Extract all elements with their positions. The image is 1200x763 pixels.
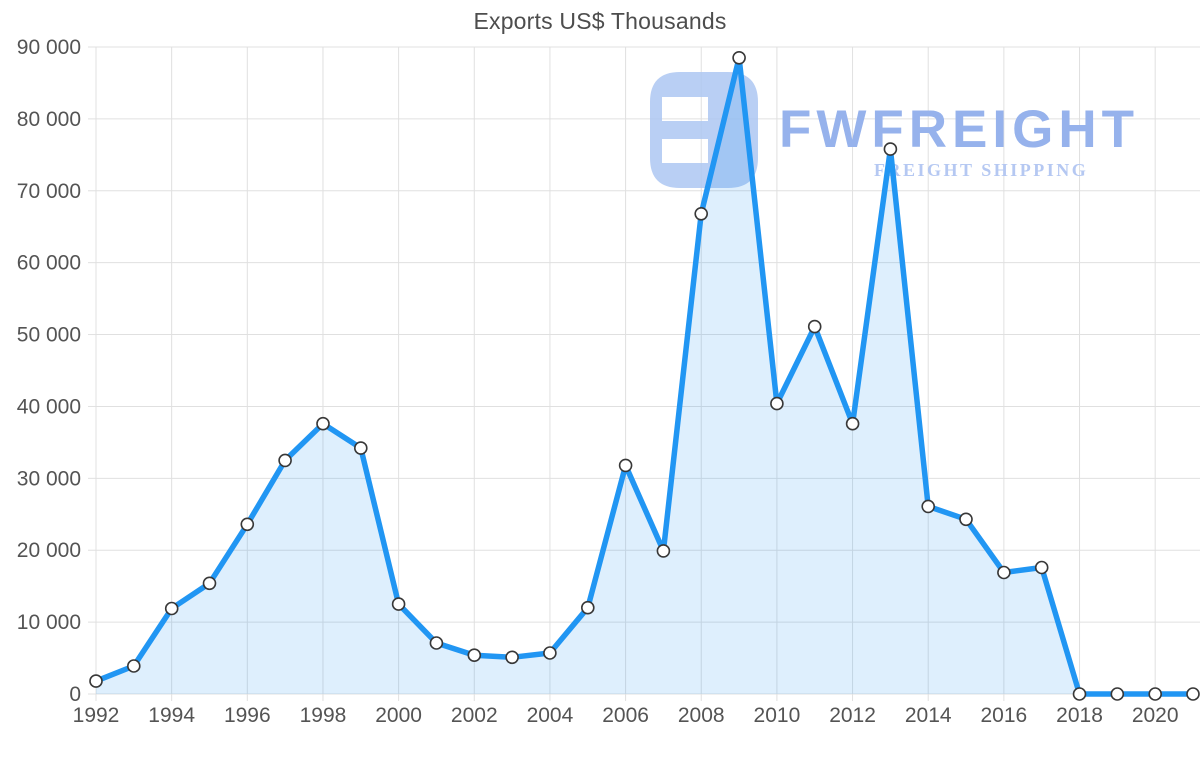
y-tick-label: 0: [69, 683, 81, 706]
x-tick-label: 1996: [224, 704, 271, 727]
chart-title: Exports US$ Thousands: [473, 8, 727, 34]
x-tick-label: 1994: [148, 704, 195, 727]
data-point-marker: [618, 458, 633, 473]
x-tick-label: 2010: [754, 704, 801, 727]
data-point-marker: [278, 453, 292, 468]
data-point-marker: [1034, 560, 1049, 575]
data-point-marker: [959, 512, 973, 527]
data-point-marker: [997, 565, 1011, 580]
y-tick-label: 40 000: [17, 395, 81, 418]
watermark-brand-text: FWFREIGHT: [779, 100, 1139, 159]
data-point-marker: [391, 597, 406, 611]
data-point-marker: [240, 517, 255, 532]
y-tick-label: 60 000: [17, 252, 81, 275]
data-point-marker: [164, 601, 179, 616]
x-tick-label: 2012: [829, 704, 876, 727]
data-point-marker: [580, 600, 595, 615]
data-point-marker: [845, 416, 860, 431]
series-area-fill: [96, 57, 1193, 695]
y-tick-label: 20 000: [17, 539, 81, 562]
data-point-marker: [543, 646, 557, 660]
data-point-marker: [316, 416, 330, 431]
x-tick-label: 2020: [1132, 704, 1179, 727]
data-point-marker: [1110, 687, 1125, 701]
watermark-tagline-text: FREIGHT SHIPPING: [874, 160, 1088, 180]
data-point-markers: [89, 50, 1200, 701]
x-tick-label: 2016: [981, 704, 1028, 727]
data-point-marker: [656, 544, 671, 558]
y-tick-label: 80 000: [17, 108, 81, 131]
y-tick-label: 10 000: [17, 611, 81, 634]
x-axis-labels: 1992 1994 1996 1998 2000 2002 2004 2006 2008 2010…: [73, 704, 1179, 727]
data-point-marker: [202, 576, 217, 591]
x-tick-label: 2000: [375, 704, 422, 727]
x-tick-label: 2014: [905, 704, 952, 727]
data-point-marker: [1186, 687, 1200, 701]
data-point-marker: [921, 499, 936, 514]
data-point-marker: [505, 650, 519, 665]
gridlines: [88, 46, 1200, 701]
data-point-marker: [467, 648, 482, 663]
data-point-marker: [770, 396, 784, 411]
data-point-marker: [1072, 687, 1087, 701]
x-tick-label: 2018: [1056, 704, 1103, 727]
data-point-marker: [353, 441, 368, 455]
data-point-marker: [883, 142, 898, 156]
y-tick-label: 30 000: [17, 467, 81, 490]
x-tick-label: 1998: [300, 704, 347, 727]
data-point-marker: [694, 207, 709, 221]
data-point-marker: [732, 50, 746, 65]
x-tick-label: 1992: [73, 704, 120, 727]
x-tick-label: 2004: [527, 704, 574, 727]
data-point-marker: [127, 659, 141, 673]
y-tick-label: 70 000: [17, 180, 81, 203]
y-tick-label: 50 000: [17, 324, 81, 347]
y-tick-label: 90 000: [17, 36, 81, 59]
data-point-marker: [807, 319, 822, 334]
y-axis-labels: 0 10 000 20 000 30 000 40 000 50 000 60 000 70 …: [17, 36, 81, 706]
x-tick-label: 2002: [451, 704, 498, 727]
data-point-marker: [89, 674, 103, 688]
x-tick-label: 2006: [602, 704, 649, 727]
x-tick-label: 2008: [678, 704, 725, 727]
data-point-marker: [429, 636, 444, 650]
data-point-marker: [1148, 687, 1162, 701]
